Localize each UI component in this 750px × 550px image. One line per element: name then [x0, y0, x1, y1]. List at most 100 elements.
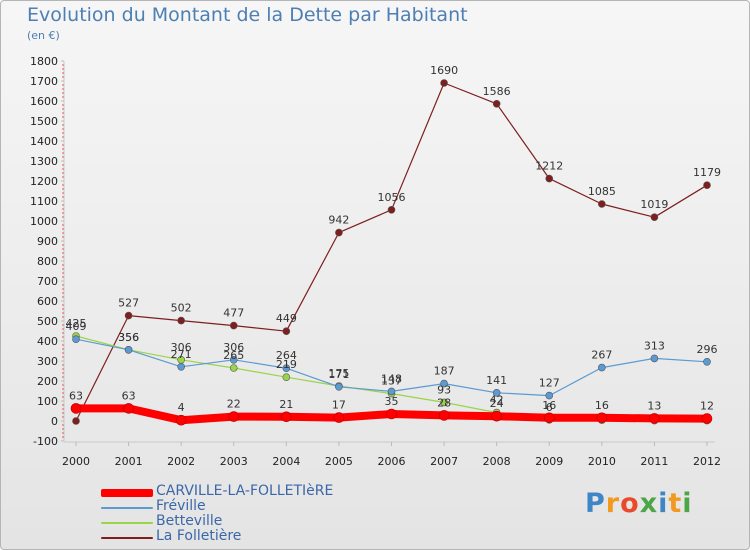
y-tick-label: 1300: [30, 155, 58, 168]
series-line: [75, 82, 708, 422]
data-label: 477: [223, 307, 244, 320]
data-point: [649, 413, 660, 424]
data-label: 42: [490, 394, 504, 407]
y-tick-label: 300: [37, 355, 58, 368]
legend-swatch: [101, 489, 153, 497]
data-label: 267: [591, 349, 612, 362]
data-point: [545, 391, 554, 400]
y-tick-label: 1800: [30, 55, 58, 68]
y-tick-label: 800: [37, 255, 58, 268]
data-point: [229, 355, 238, 364]
x-tick-label: 2003: [220, 455, 248, 468]
data-label: 16: [595, 399, 609, 412]
data-label: 137: [381, 375, 402, 388]
data-label: 271: [171, 348, 192, 361]
data-label: 942: [328, 214, 349, 227]
data-point: [177, 316, 185, 325]
data-point: [545, 174, 554, 183]
data-point: [228, 411, 240, 422]
data-point: [335, 382, 343, 391]
y-tick-label: 1500: [30, 115, 58, 128]
data-label: 13: [647, 399, 661, 412]
legend-label: CARVILLE-LA-FOLLETIèRE: [156, 483, 334, 499]
x-tick-label: 2006: [378, 455, 406, 468]
data-point: [440, 79, 448, 87]
data-point: [543, 412, 555, 424]
series-layer: [70, 79, 713, 426]
legend-label: Betteville: [156, 513, 223, 529]
data-label: 1056: [378, 191, 406, 204]
data-point: [701, 413, 713, 424]
data-label: 22: [227, 398, 241, 411]
data-point: [598, 363, 606, 372]
data-point: [440, 398, 448, 407]
y-tick-label: 1400: [30, 135, 58, 148]
y-tick-label: 1100: [30, 195, 58, 208]
y-tick-label: 500: [37, 315, 58, 328]
legend-swatch: [101, 507, 153, 509]
data-point: [175, 414, 187, 426]
x-tick-label: 2012: [693, 455, 721, 468]
data-point: [598, 200, 606, 208]
data-label: 175: [328, 367, 349, 380]
data-point: [282, 327, 291, 336]
data-point: [703, 181, 711, 189]
data-label: 1085: [588, 185, 616, 198]
data-point: [70, 403, 82, 414]
y-tick-label: 400: [37, 335, 58, 348]
data-label: 306: [171, 341, 192, 354]
logo-letter: t: [668, 488, 683, 519]
data-label: 1690: [430, 64, 458, 77]
data-label: 21: [279, 398, 293, 411]
data-label: 313: [644, 339, 665, 352]
y-tick-label: -100: [33, 435, 58, 448]
data-label: 219: [276, 358, 297, 371]
data-label: 4: [178, 401, 185, 414]
data-label: 1179: [693, 166, 721, 179]
data-label: 449: [276, 312, 297, 325]
data-point: [282, 373, 291, 382]
data-point: [650, 213, 659, 221]
data-label: 264: [276, 349, 297, 362]
x-tick-label: 2001: [115, 455, 143, 468]
y-tick-label: 700: [37, 275, 58, 288]
x-tick-label: 2005: [325, 455, 353, 468]
data-label: 1212: [535, 160, 563, 173]
data-label: 12: [700, 400, 714, 413]
data-label: 141: [486, 374, 507, 387]
data-labels: 527 502 477 449 942 1056 1690 1586 1212 1085 1019 1…: [66, 64, 722, 414]
y-tick-label: 200: [37, 375, 58, 388]
data-label: 17: [332, 399, 346, 412]
data-point: [124, 345, 133, 354]
data-point: [703, 357, 711, 366]
data-point: [72, 335, 80, 344]
x-tick-label: 2004: [272, 455, 300, 468]
y-tick-label: 0: [51, 415, 58, 428]
y-tick-label: 1200: [30, 175, 58, 188]
legend-label: Fréville: [156, 498, 206, 514]
y-tick-label: 600: [37, 295, 58, 308]
data-point: [386, 408, 397, 420]
y-tick-label: 1600: [30, 95, 58, 108]
data-point: [492, 388, 501, 397]
y-tick-label: 1000: [30, 215, 58, 228]
axes: -100 0 100 200 300 400 500 600 700 800 900 1000 1100…: [30, 55, 721, 468]
data-point: [333, 412, 345, 423]
data-label: 148: [381, 372, 402, 385]
x-tick-label: 2010: [588, 455, 616, 468]
data-point: [650, 354, 659, 363]
data-label: 1019: [640, 198, 668, 211]
data-point: [387, 206, 396, 214]
x-tick-label: 2009: [535, 455, 563, 468]
data-label: 296: [697, 343, 718, 356]
logo-letter: o: [620, 488, 640, 519]
x-tick-label: 2000: [62, 455, 90, 468]
y-tick-label: 100: [37, 395, 58, 408]
logo-letter: i: [682, 488, 693, 519]
x-tick-label: 2011: [640, 455, 668, 468]
x-tick-label: 2002: [167, 455, 195, 468]
data-point: [596, 412, 608, 424]
y-tick-label: 900: [37, 235, 58, 248]
